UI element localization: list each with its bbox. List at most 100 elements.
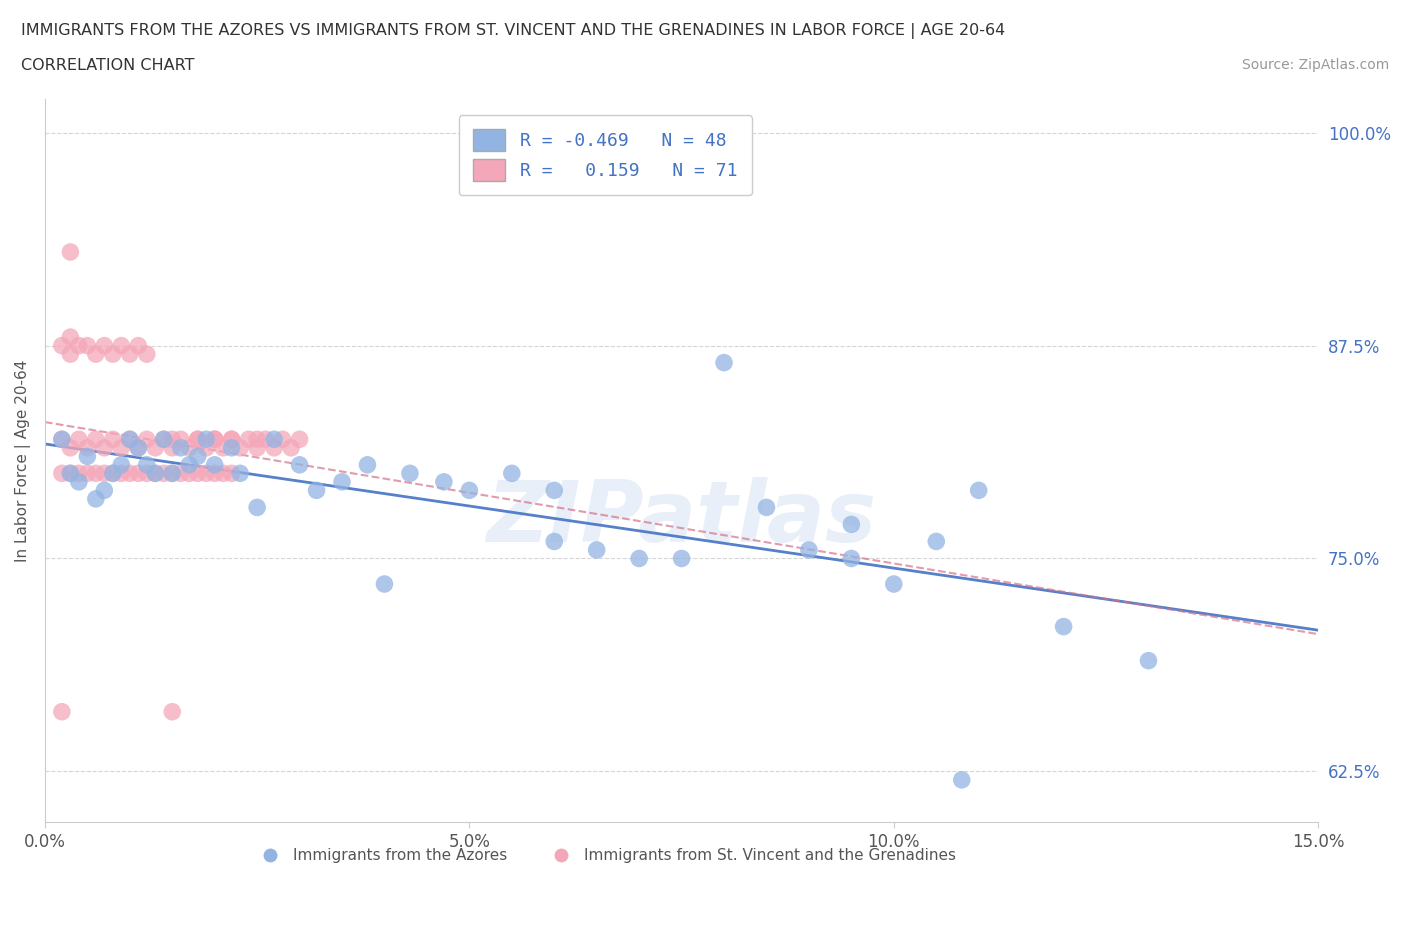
Point (101, 466, 124, 481)
Point (229, 440, 252, 455)
Point (59, 329, 82, 344)
Point (51, 466, 73, 481)
Point (356, 458, 378, 472)
Point (118, 466, 141, 481)
Point (187, 432, 209, 446)
Point (204, 432, 226, 446)
Point (229, 466, 252, 481)
Point (143, 440, 166, 455)
Point (330, 474, 353, 489)
Point (238, 432, 260, 446)
Point (135, 466, 157, 481)
Text: ZIPatlas: ZIPatlas (486, 477, 877, 560)
Point (671, 551, 693, 566)
Point (152, 432, 174, 446)
Point (288, 458, 311, 472)
Point (1052, 619, 1074, 634)
Point (246, 432, 269, 446)
Point (160, 440, 183, 455)
Point (950, 773, 973, 788)
Point (246, 500, 269, 515)
Point (51, 432, 73, 446)
Legend: Immigrants from the Azores, Immigrants from St. Vincent and the Grenadines: Immigrants from the Azores, Immigrants f… (249, 842, 962, 869)
Point (628, 551, 651, 566)
Text: Source: ZipAtlas.com: Source: ZipAtlas.com (1241, 58, 1389, 72)
Point (51, 432, 73, 446)
Point (543, 483, 565, 498)
Point (118, 347, 141, 362)
Point (93, 339, 115, 353)
Point (204, 432, 226, 446)
Point (84, 432, 107, 446)
Point (160, 432, 183, 446)
Point (195, 440, 218, 455)
Point (101, 432, 124, 446)
Point (179, 458, 201, 472)
Point (195, 466, 218, 481)
Point (170, 432, 193, 446)
Point (925, 534, 948, 549)
Point (187, 449, 209, 464)
Point (110, 466, 132, 481)
Point (135, 458, 157, 472)
Point (433, 474, 456, 489)
Point (263, 432, 285, 446)
Point (84, 466, 107, 481)
Point (93, 440, 115, 455)
Point (51, 704, 73, 719)
Point (195, 432, 218, 446)
Point (221, 466, 243, 481)
Point (143, 466, 166, 481)
Point (221, 440, 243, 455)
Point (84, 347, 107, 362)
Point (67, 474, 90, 489)
Point (179, 440, 201, 455)
Point (288, 432, 311, 446)
Point (179, 466, 201, 481)
Point (67, 432, 90, 446)
Point (152, 432, 174, 446)
Point (246, 440, 269, 455)
Point (135, 432, 157, 446)
Point (399, 466, 422, 481)
Point (59, 245, 82, 259)
Point (967, 483, 990, 498)
Point (204, 432, 226, 446)
Point (76, 466, 98, 481)
Point (135, 347, 157, 362)
Point (101, 347, 124, 362)
Point (841, 517, 863, 532)
Point (170, 440, 193, 455)
Point (883, 577, 905, 591)
Point (373, 577, 395, 591)
Y-axis label: In Labor Force | Age 20-64: In Labor Force | Age 20-64 (15, 359, 31, 562)
Point (118, 432, 141, 446)
Text: IMMIGRANTS FROM THE AZORES VS IMMIGRANTS FROM ST. VINCENT AND THE GRENADINES IN : IMMIGRANTS FROM THE AZORES VS IMMIGRANTS… (21, 23, 1005, 39)
Point (501, 466, 523, 481)
Point (221, 432, 243, 446)
Point (143, 466, 166, 481)
Point (59, 466, 82, 481)
Point (67, 339, 90, 353)
Point (93, 483, 115, 498)
Point (160, 704, 183, 719)
Point (110, 440, 132, 455)
Point (84, 491, 107, 506)
Point (797, 542, 820, 557)
Point (841, 551, 863, 566)
Point (280, 440, 302, 455)
Point (101, 466, 124, 481)
Point (127, 440, 149, 455)
Point (170, 466, 193, 481)
Point (59, 440, 82, 455)
Point (212, 440, 235, 455)
Point (59, 347, 82, 362)
Point (543, 534, 565, 549)
Point (76, 440, 98, 455)
Point (59, 466, 82, 481)
Text: CORRELATION CHART: CORRELATION CHART (21, 58, 194, 73)
Point (160, 466, 183, 481)
Point (152, 466, 174, 481)
Point (93, 466, 115, 481)
Point (76, 449, 98, 464)
